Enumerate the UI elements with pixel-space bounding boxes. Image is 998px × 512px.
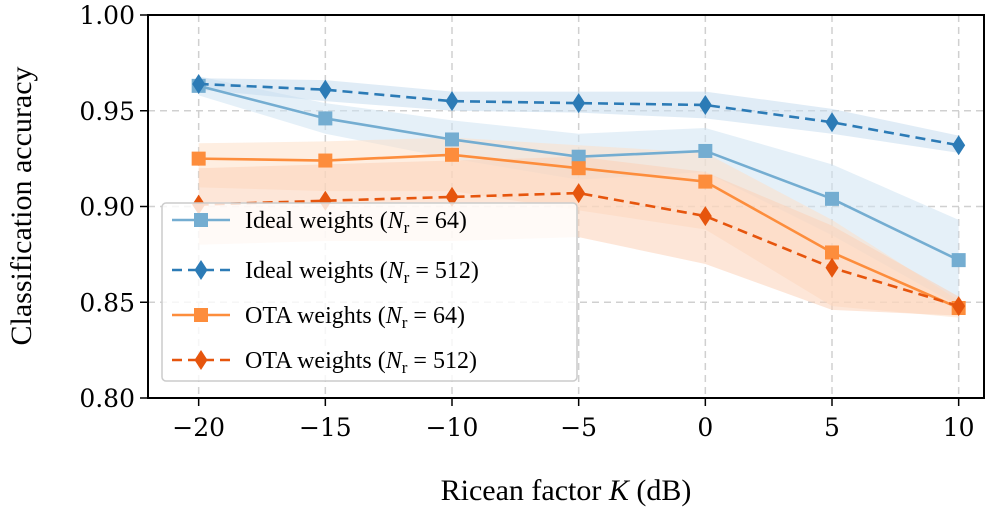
diamond-marker [192,73,206,94]
x-tick-label: −20 [172,413,225,442]
confidence-band [198,76,959,307]
y-tick-label: 0.90 [79,193,135,222]
axis-ticks: −20 −15 −10 −5 0 5 10 0.80 0.85 0.90 0.95 1.00 [79,1,974,442]
square-marker [825,191,839,206]
legend-entry: Ideal weights (Nr = 64) [172,208,467,237]
diamond-marker [825,257,839,278]
legend: Ideal weights (Nr = 64) Ideal weights (Nr… [161,202,578,382]
diamond-marker [445,91,459,112]
legend-entry: OTA weights (Nr = 512) [172,348,477,377]
square-marker [194,213,208,227]
y-tick-label: 1.00 [79,1,135,30]
diamond-marker [698,95,712,116]
square-marker [571,149,586,164]
legend-entry: Ideal weights (Nr = 512) [172,258,479,287]
diamond-marker [952,135,966,156]
legend-entry: OTA weights (Nr = 64) [172,303,465,332]
square-marker [698,143,713,158]
series [191,78,966,268]
square-marker [318,153,333,168]
diamond-marker [572,93,586,114]
square-marker [318,111,333,126]
y-tick-label: 0.85 [79,288,135,317]
legend-label: Ideal weights (Nr = 512) [245,258,479,287]
diamond-marker [825,112,839,133]
y-axis-label: Classification accuracy [5,66,38,345]
square-marker [951,253,966,268]
legend-label: OTA weights (Nr = 512) [245,348,477,377]
square-marker [445,132,459,147]
x-tick-label: −10 [426,413,479,442]
square-marker [571,161,586,176]
square-marker [191,151,206,166]
data-series [191,73,966,317]
diamond-marker [318,79,332,100]
diamond-marker [952,296,966,317]
diamond-marker [572,183,586,204]
series [192,73,966,156]
x-tick-label: 5 [824,413,840,442]
x-tick-label: 0 [697,413,713,442]
legend-box [161,202,578,382]
square-marker [698,174,713,189]
y-tick-label: 0.80 [79,384,135,413]
x-axis-label: Ricean factor K (dB) [441,474,692,507]
x-tick-label: −15 [299,413,352,442]
square-marker [825,245,839,260]
legend-label: Ideal weights (Nr = 64) [245,208,467,237]
diamond-marker [698,206,712,227]
diamond-marker [445,186,459,207]
confidence-band [198,78,959,153]
y-tick-label: 0.95 [79,97,135,126]
legend-label: OTA weights (Nr = 64) [245,303,465,332]
square-marker [445,147,459,162]
confidence-band [198,156,959,316]
square-marker [194,308,208,322]
confidence-bands [198,76,959,318]
x-tick-label: 10 [943,413,975,442]
diamond-marker [194,350,208,370]
x-tick-label: −5 [560,413,597,442]
diamond-marker [194,260,208,280]
